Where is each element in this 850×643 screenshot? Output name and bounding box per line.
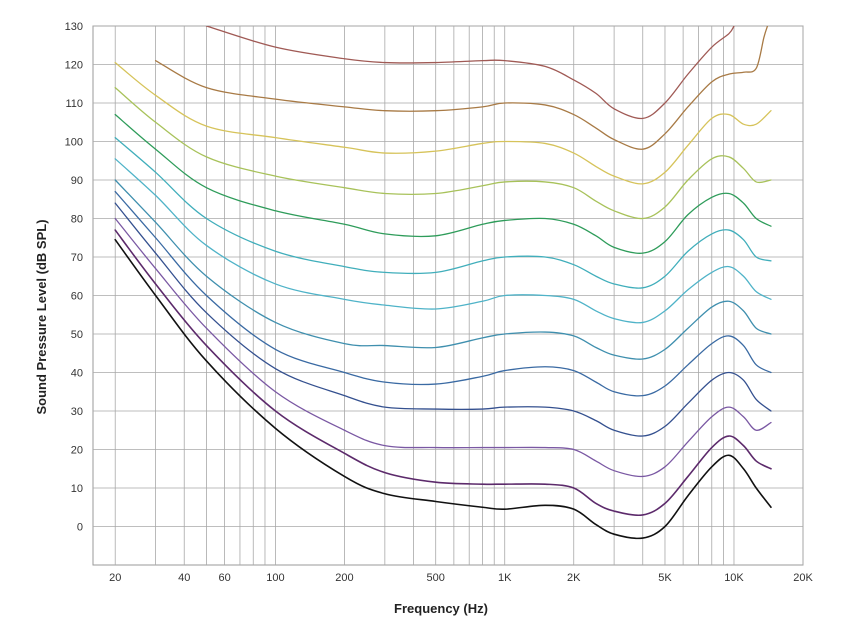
y-tick-label: 60 [71,291,83,303]
series-line [114,202,772,437]
series-line [114,217,772,478]
series-line [114,179,772,360]
y-tick-label: 120 [65,60,83,72]
x-tick-label: 20K [793,572,813,584]
series-line [114,86,772,220]
series-line [114,190,772,397]
x-tick-label: 1K [498,572,512,584]
y-tick-label: 80 [71,214,83,226]
y-tick-label: 20 [71,445,83,457]
y-tick-label: 70 [71,252,83,264]
x-tick-label: 10K [724,572,744,584]
x-tick-label: 5K [658,572,672,584]
x-tick-labels: 20 40 60 100 200 500 1K 2K 5K 10K 20K [109,572,813,584]
x-axis-title: Frequency (Hz) [394,601,488,616]
y-tick-label: 50 [71,329,83,341]
series-line [114,61,772,185]
y-tick-label: 130 [65,21,83,33]
series-line [114,229,772,517]
series-line [114,113,772,254]
series-line [114,137,772,289]
series-line [114,158,772,324]
y-tick-label: 0 [77,522,83,534]
x-tick-label: 20 [109,572,121,584]
grid [92,25,804,566]
x-tick-label: 2K [567,572,581,584]
series-line [205,26,735,120]
x-tick-label: 200 [335,572,353,584]
series-line [114,238,772,540]
y-tick-label: 10 [71,483,83,495]
x-tick-label: 40 [178,572,190,584]
y-tick-label: 100 [65,137,83,149]
y-tick-label: 110 [65,98,83,110]
x-tick-label: 100 [266,572,284,584]
y-tick-label: 30 [71,406,83,418]
x-tick-label: 60 [218,572,230,584]
series-line [154,26,769,150]
y-axis-title: Sound Pressure Level (dB SPL) [34,219,49,414]
y-tick-labels: 0 10 20 30 40 50 60 70 80 90 100 110 120 130 [65,21,83,534]
y-tick-label: 90 [71,175,83,187]
y-tick-label: 40 [71,368,83,380]
series-curves [114,26,772,540]
x-tick-label: 500 [427,572,445,584]
